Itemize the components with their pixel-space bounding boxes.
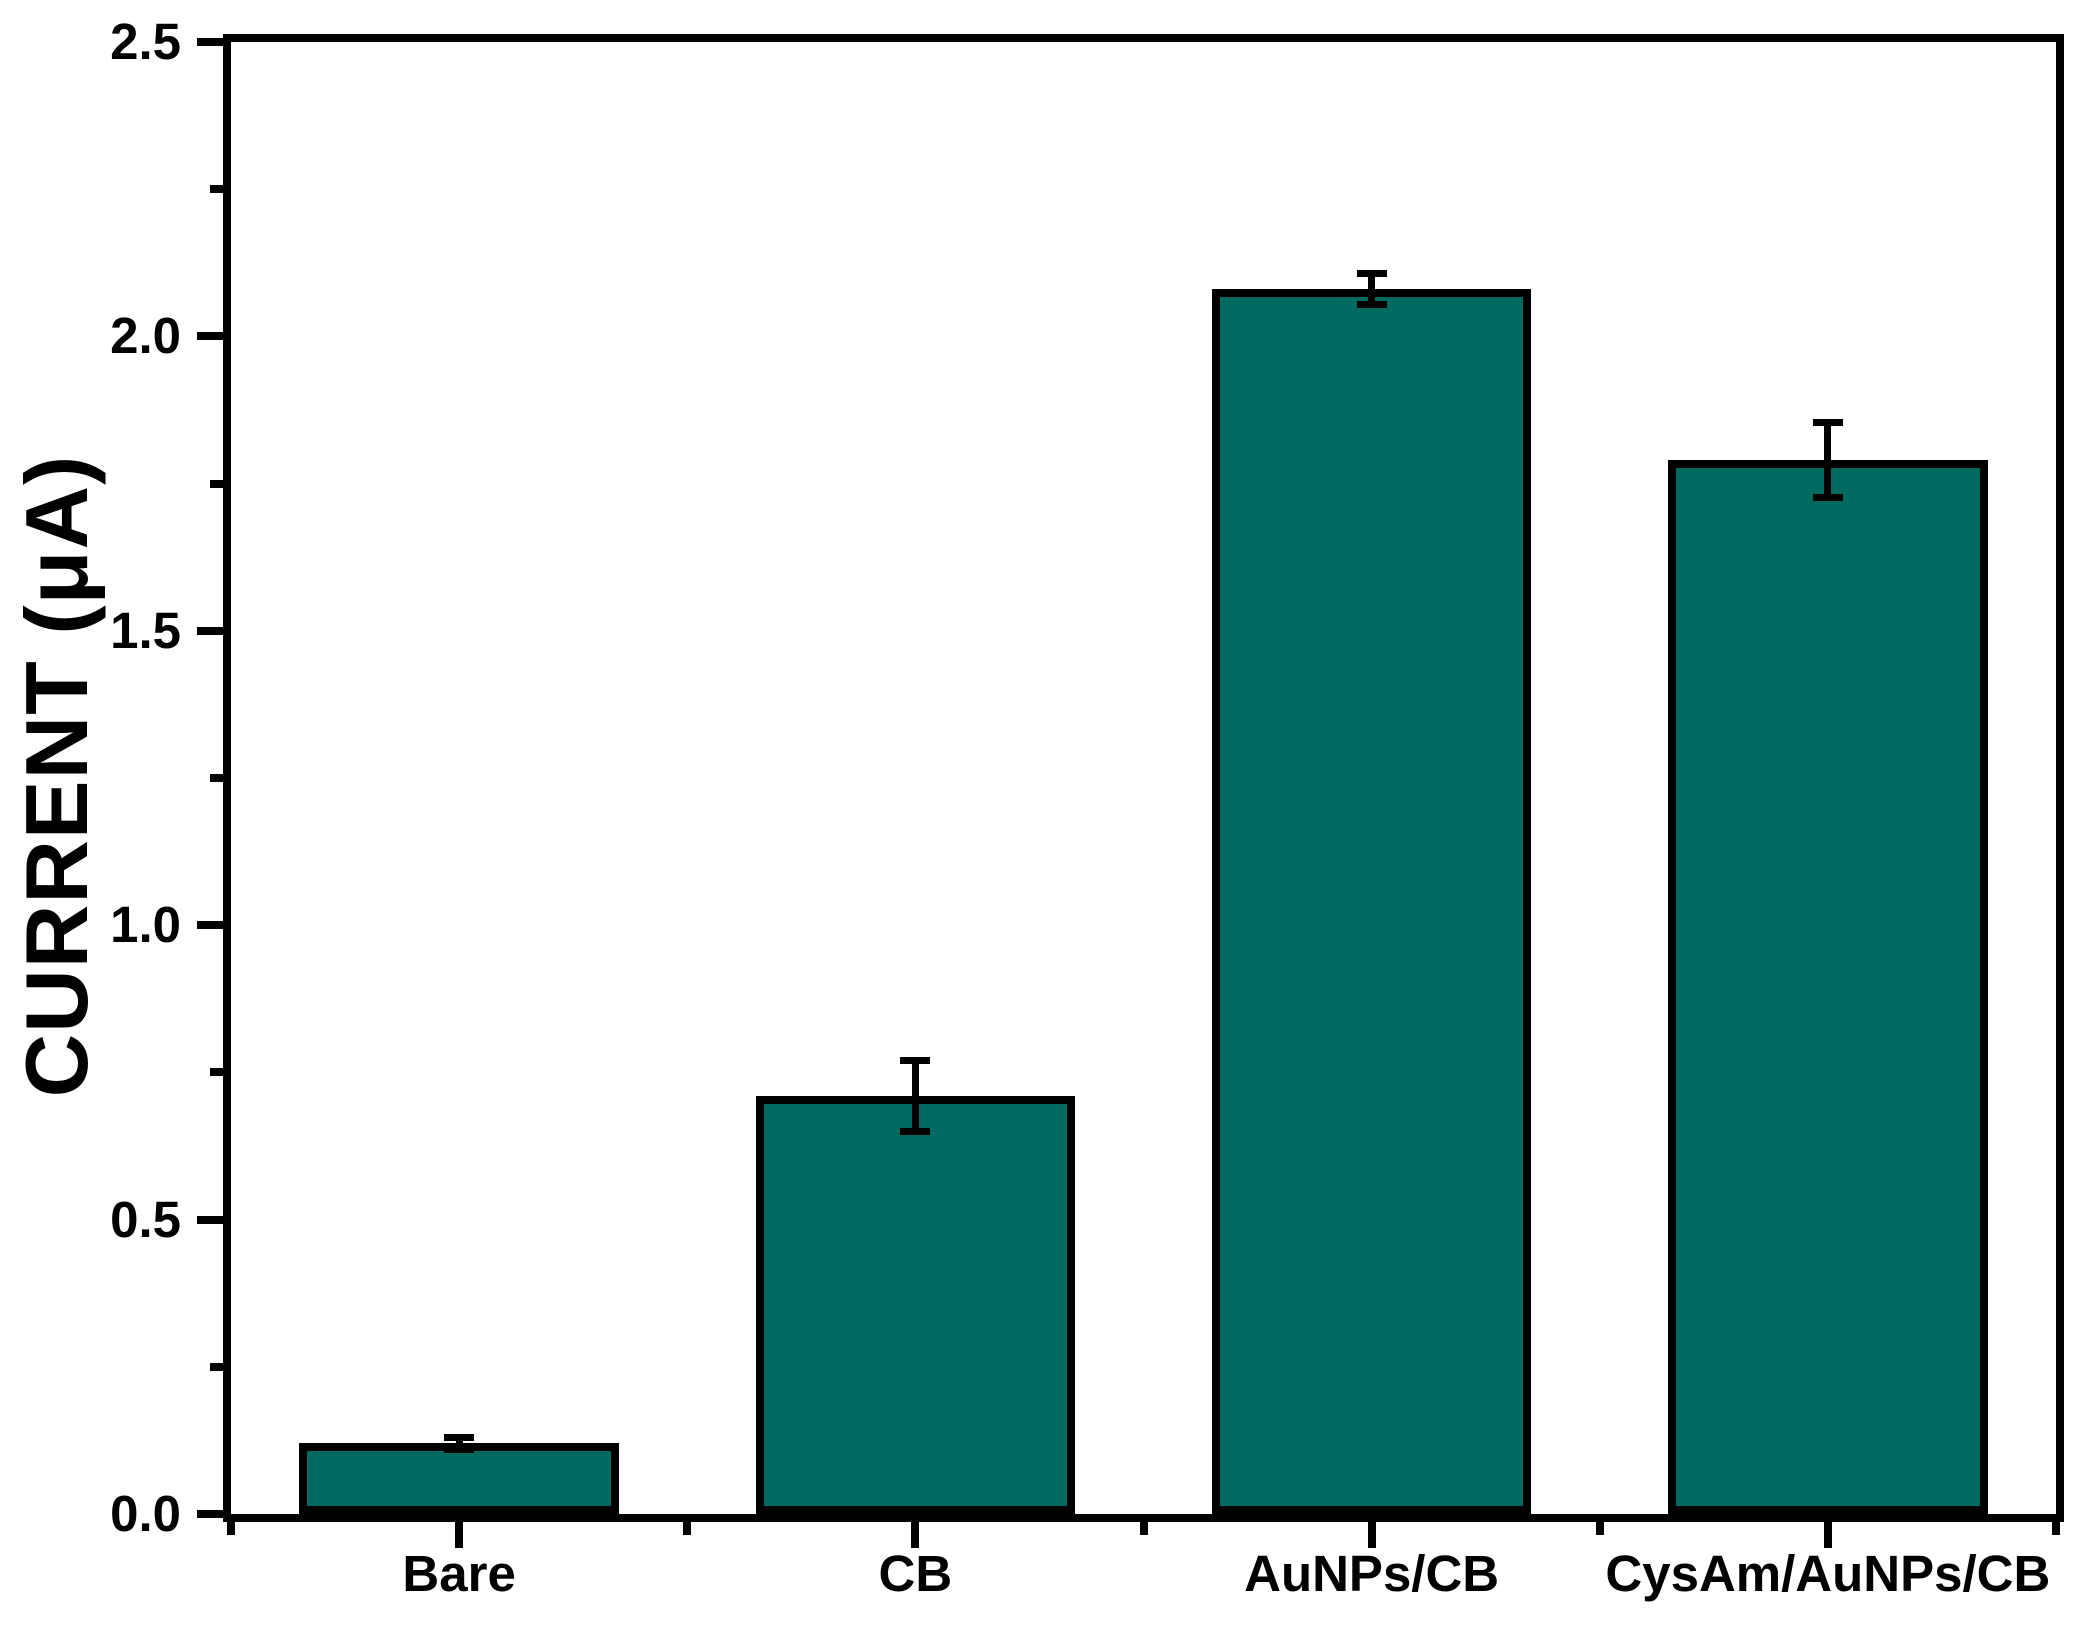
bar — [299, 1443, 619, 1514]
x-axis-boundary-tick — [227, 1522, 235, 1535]
x-axis-boundary-tick — [1595, 1522, 1604, 1535]
error-bar-stem — [1824, 422, 1832, 498]
y-tick-label: 2.5 — [110, 13, 181, 70]
error-bar-cap-top — [1356, 270, 1387, 278]
y-axis-title: CURRENT (μA) — [7, 454, 106, 1098]
bar — [755, 1095, 1076, 1514]
y-axis-minor-tick — [210, 1068, 223, 1077]
error-bar-stem — [911, 1060, 919, 1132]
error-bar-stem — [455, 1437, 463, 1450]
x-category-label: Bare — [402, 1545, 516, 1602]
y-tick-label: 0.5 — [110, 1190, 181, 1248]
error-bar-cap-bottom — [1356, 301, 1387, 309]
y-tick-label: 1.5 — [110, 601, 181, 659]
x-category-label: CysAm/AuNPs/CB — [1605, 1545, 2051, 1602]
plot-area: 0.0 0.5 1.0 1.5 2.0 2.5 Bare CB AuNPs/CB CysAm/Au… — [110, 13, 2064, 1602]
y-axis-major-tick — [197, 921, 223, 930]
x-category-label: AuNPs/CB — [1244, 1545, 1500, 1602]
y-axis-major-tick — [197, 38, 223, 46]
error-bar-stem — [1368, 273, 1376, 305]
bar — [1211, 289, 1532, 1514]
y-axis-minor-tick — [210, 774, 223, 782]
x-axis-major-tick — [1823, 1522, 1832, 1548]
x-axis-boundary-tick — [2052, 1522, 2060, 1535]
x-axis-major-tick — [911, 1522, 920, 1548]
bar — [1668, 460, 1988, 1514]
x-category-label: CB — [878, 1545, 953, 1602]
y-tick-label: 1.0 — [110, 896, 181, 954]
y-tick-label: 2.0 — [110, 307, 181, 365]
x-axis-major-tick — [455, 1522, 464, 1548]
y-axis-major-tick — [197, 1510, 223, 1518]
error-bar-cap-top — [1812, 418, 1843, 426]
y-axis-major-tick — [197, 332, 223, 341]
y-tick-label: 0.0 — [110, 1485, 181, 1542]
error-bar-cap-bottom — [1812, 494, 1843, 502]
y-axis-minor-tick — [210, 1362, 223, 1371]
error-bar-cap-bottom — [900, 1127, 931, 1135]
x-axis-boundary-tick — [1139, 1522, 1148, 1535]
x-axis-major-tick — [1367, 1522, 1376, 1548]
y-axis-minor-tick — [210, 185, 223, 194]
x-axis-boundary-tick — [683, 1522, 692, 1535]
error-bar-cap-bottom — [444, 1445, 475, 1453]
y-axis-major-tick — [197, 626, 223, 635]
y-axis-major-tick — [197, 1215, 223, 1224]
error-bar-cap-top — [444, 1433, 475, 1441]
error-bar-cap-top — [900, 1057, 931, 1065]
y-axis-minor-tick — [210, 479, 223, 488]
